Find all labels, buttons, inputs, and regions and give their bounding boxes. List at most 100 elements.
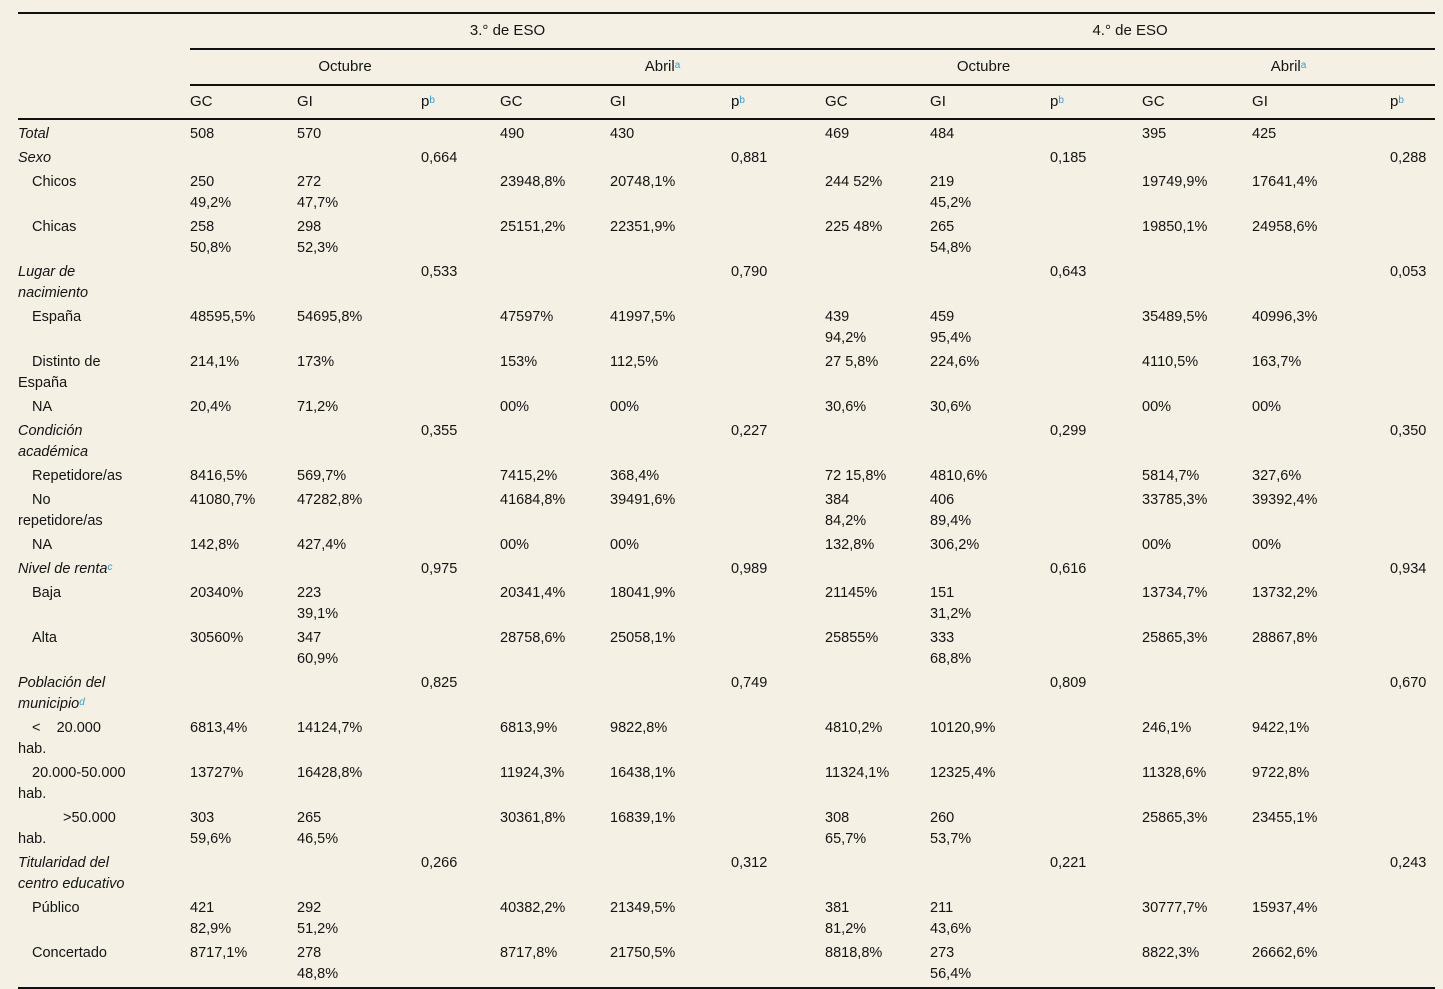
data-cell xyxy=(297,147,421,171)
data-cell xyxy=(421,351,500,396)
col-header-p: pb xyxy=(1050,85,1143,120)
data-cell xyxy=(1142,420,1252,465)
footnote-link-b[interactable]: b xyxy=(429,94,435,106)
data-cell: 163,7% xyxy=(1252,354,1302,370)
period-header-row: Octubre Abrila Octubre Abrila xyxy=(18,49,1436,86)
footnote-link-a[interactable]: a xyxy=(674,59,681,71)
data-cell xyxy=(930,147,1050,171)
data-cell: 21750,5% xyxy=(610,945,676,961)
table-row: Sexo 0,664 0,881 0,185 0,288 xyxy=(18,147,1435,171)
data-cell: 4110,5% xyxy=(1142,354,1199,370)
data-cell xyxy=(421,216,500,261)
data-cell: 273 56,4% xyxy=(930,945,972,982)
data-cell: 8416,5% xyxy=(190,468,248,484)
data-cell: 425 xyxy=(1252,126,1277,142)
p-label: p xyxy=(731,93,740,110)
data-cell: 21145% xyxy=(825,585,878,601)
data-cell: 22351,9% xyxy=(610,219,676,235)
col-header-p: pb xyxy=(731,85,826,120)
data-cell: 258 50,8% xyxy=(190,219,232,256)
data-cell: 384 84,2% xyxy=(825,492,867,529)
data-cell: 142,8% xyxy=(190,537,240,553)
period-header-octubre-1: Octubre xyxy=(190,49,500,86)
table-row: Chicas 258 50,8% 298 52,3% 25151,2% 22351,9%… xyxy=(18,216,1435,261)
footnote-link-b[interactable]: b xyxy=(1058,94,1064,106)
data-cell: 6813,4% xyxy=(190,720,248,736)
footnote-link-d[interactable]: d xyxy=(79,696,85,708)
data-cell: 00% xyxy=(1252,399,1282,415)
footnote-link-b[interactable]: b xyxy=(1398,94,1404,106)
data-cell: 54695,8% xyxy=(297,309,363,325)
row-label: Lugar de nacimiento xyxy=(18,264,89,301)
data-cell xyxy=(1050,119,1142,147)
period-label: Abril xyxy=(1270,58,1301,75)
data-cell: 13727% xyxy=(190,765,244,781)
data-cell xyxy=(610,261,731,306)
data-cell: 421 82,9% xyxy=(190,900,232,937)
footnote-link-c[interactable]: c xyxy=(107,561,113,573)
data-cell: 395 xyxy=(1142,126,1167,142)
data-cell: 459 95,4% xyxy=(930,309,972,346)
data-cell xyxy=(421,762,500,807)
data-cell: 41080,7% xyxy=(190,492,256,508)
data-cell: 16428,8% xyxy=(297,765,363,781)
data-cell xyxy=(731,306,825,351)
data-cell: 11328,6% xyxy=(1142,765,1207,781)
table-row: < 20.000 hab. 6813,4% 14124,7% 6813,9% 9822,… xyxy=(18,717,1435,762)
row-label: Nivel de rentac xyxy=(18,561,113,577)
data-cell xyxy=(1050,717,1142,762)
data-cell xyxy=(1050,534,1142,558)
data-cell: 8822,3% xyxy=(1142,945,1200,961)
data-cell xyxy=(421,489,500,534)
data-cell: 47282,8% xyxy=(297,492,363,508)
row-label: Concertado xyxy=(32,945,107,961)
data-cell: 11324,1% xyxy=(825,765,890,781)
data-cell xyxy=(930,672,1050,717)
data-cell: 25058,1% xyxy=(610,630,676,646)
footnote-link-b[interactable]: b xyxy=(739,94,745,106)
table-row: Chicos 250 49,2% 272 47,7% 23948,8% 20748,1%… xyxy=(18,171,1435,216)
period-header-abril-2: Abrila xyxy=(1142,49,1436,86)
data-cell xyxy=(297,261,421,306)
data-cell: 8717,1% xyxy=(190,945,248,961)
data-cell xyxy=(1390,582,1435,627)
data-cell: 9722,8% xyxy=(1252,765,1310,781)
p-label: p xyxy=(1050,93,1059,110)
row-label: NA xyxy=(32,537,53,553)
table-row: 20.000-50.000 hab. 13727% 16428,8% 11924,3%… xyxy=(18,762,1435,807)
data-cell: 406 89,4% xyxy=(930,492,972,529)
data-cell: 347 60,9% xyxy=(297,630,339,667)
data-cell: 25865,3% xyxy=(1142,810,1208,826)
data-cell xyxy=(1390,396,1435,420)
data-cell xyxy=(1390,465,1435,489)
data-cell: 30777,7% xyxy=(1142,900,1208,916)
data-cell xyxy=(1252,147,1390,171)
data-cell: 0,881 xyxy=(731,150,768,166)
data-cell: 16839,1% xyxy=(610,810,676,826)
grade-header-row: 3.° de ESO 4.° de ESO xyxy=(18,13,1436,50)
data-cell: 333 68,8% xyxy=(930,630,972,667)
data-cell xyxy=(1050,171,1142,216)
data-cell: 260 53,7% xyxy=(930,810,972,847)
data-cell: 40382,2% xyxy=(500,900,566,916)
baseline-characteristics-table: 3.° de ESO 4.° de ESO Octubre Abrila Oct… xyxy=(18,12,1436,989)
col-header-gc: GC xyxy=(1142,85,1253,120)
data-cell: 430 xyxy=(610,126,635,142)
data-cell: 20340% xyxy=(190,585,244,601)
data-cell xyxy=(1050,942,1142,988)
table-row: Repetidore/as 8416,5% 569,7% 7415,2% 368,4% 7… xyxy=(18,465,1435,489)
subcol-header-row: GC GI pb GC GI pb GC GI pb GC GI pb xyxy=(18,85,1436,120)
data-cell xyxy=(421,306,500,351)
col-header-gc: GC xyxy=(500,85,610,120)
data-cell xyxy=(1050,396,1142,420)
row-label: >50.000 hab. xyxy=(18,810,116,847)
data-cell: 21349,5% xyxy=(610,900,676,916)
footnote-link-a[interactable]: a xyxy=(1300,59,1307,71)
table-row: No repetidore/as 41080,7% 47282,8% 41684,8%… xyxy=(18,489,1435,534)
data-cell xyxy=(731,396,825,420)
data-cell: 18041,9% xyxy=(610,585,676,601)
data-cell xyxy=(190,147,297,171)
data-cell: 33785,3% xyxy=(1142,492,1208,508)
data-cell xyxy=(421,807,500,852)
data-cell: 381 81,2% xyxy=(825,900,867,937)
